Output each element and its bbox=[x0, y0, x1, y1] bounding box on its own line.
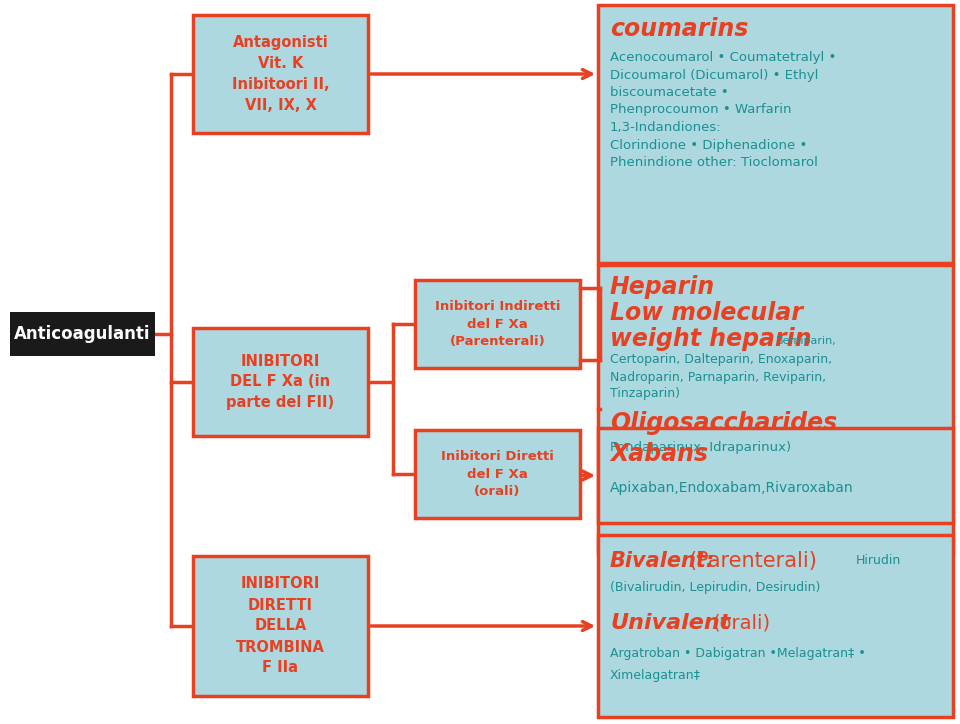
Text: Heparin: Heparin bbox=[610, 275, 715, 299]
Text: Xabans: Xabans bbox=[610, 442, 708, 466]
FancyBboxPatch shape bbox=[598, 535, 953, 717]
Text: INIBITORI
DIRETTI
DELLA
TROMBINA
F IIa: INIBITORI DIRETTI DELLA TROMBINA F IIa bbox=[236, 576, 324, 675]
FancyBboxPatch shape bbox=[598, 265, 953, 553]
Text: Inibitori Diretti
del F Xa
(orali): Inibitori Diretti del F Xa (orali) bbox=[441, 450, 554, 499]
Text: Bemiparin,: Bemiparin, bbox=[776, 336, 837, 346]
Text: coumarins: coumarins bbox=[610, 17, 749, 41]
FancyBboxPatch shape bbox=[193, 556, 368, 696]
FancyBboxPatch shape bbox=[415, 430, 580, 518]
Text: Certoparin, Dalteparin, Enoxaparin,: Certoparin, Dalteparin, Enoxaparin, bbox=[610, 353, 832, 366]
Text: Acenocoumarol • Coumatetralyl •
Dicoumarol (Dicumarol) • Ethyl
biscoumacetate •
: Acenocoumarol • Coumatetralyl • Dicoumar… bbox=[610, 51, 836, 169]
Text: Hirudin: Hirudin bbox=[856, 555, 901, 568]
FancyBboxPatch shape bbox=[193, 328, 368, 436]
FancyBboxPatch shape bbox=[598, 5, 953, 263]
Text: Nadroparin, Parnaparin, Reviparin,: Nadroparin, Parnaparin, Reviparin, bbox=[610, 371, 827, 384]
Text: Oligosaccharides: Oligosaccharides bbox=[610, 411, 837, 435]
Text: Apixaban,Endoxabam,Rivaroxaban: Apixaban,Endoxabam,Rivaroxaban bbox=[610, 481, 853, 495]
Text: Inibitori Indiretti
del F Xa
(Parenterali): Inibitori Indiretti del F Xa (Parenteral… bbox=[435, 300, 561, 348]
Text: Anticoagulanti: Anticoagulanti bbox=[14, 325, 151, 343]
Text: Antagonisti
Vit. K
Inibitoori II,
VII, IX, X: Antagonisti Vit. K Inibitoori II, VII, I… bbox=[231, 35, 329, 113]
Text: Argatroban • Dabigatran •Melagatran‡ •: Argatroban • Dabigatran •Melagatran‡ • bbox=[610, 647, 866, 660]
FancyBboxPatch shape bbox=[193, 15, 368, 133]
FancyBboxPatch shape bbox=[598, 428, 953, 523]
Text: Tinzaparin): Tinzaparin) bbox=[610, 387, 680, 400]
Text: Univalent: Univalent bbox=[610, 613, 731, 633]
Text: Bivalent:: Bivalent: bbox=[610, 551, 715, 571]
Text: Fondaparinux, Idraparinux): Fondaparinux, Idraparinux) bbox=[610, 440, 791, 453]
Text: (orali): (orali) bbox=[712, 613, 770, 633]
FancyBboxPatch shape bbox=[10, 312, 155, 356]
Text: (Parenterali): (Parenterali) bbox=[688, 551, 817, 571]
FancyBboxPatch shape bbox=[415, 280, 580, 368]
Text: INIBITORI
DEL F Xa (in
parte del FII): INIBITORI DEL F Xa (in parte del FII) bbox=[227, 353, 335, 411]
Text: weight heparin: weight heparin bbox=[610, 327, 811, 351]
Text: Ximelagatran‡: Ximelagatran‡ bbox=[610, 668, 701, 681]
Text: Low molecular: Low molecular bbox=[610, 301, 803, 325]
Text: (Bivalirudin, Lepirudin, Desirudin): (Bivalirudin, Lepirudin, Desirudin) bbox=[610, 581, 821, 594]
